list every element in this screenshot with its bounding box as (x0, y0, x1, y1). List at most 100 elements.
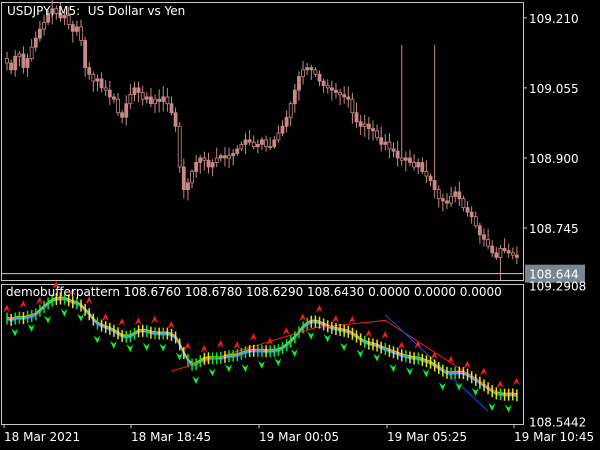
indicator-value-7: 0.0000 (459, 285, 502, 299)
price-candle (362, 114, 367, 137)
candle-body (17, 53, 22, 57)
price-candle (486, 228, 491, 250)
sell-arrow-icon (397, 341, 405, 350)
price-candle (5, 51, 9, 71)
buy-arrow-icon (323, 334, 331, 343)
candle-body (231, 153, 236, 157)
sell-arrow-icon (266, 337, 274, 346)
candle-body (210, 162, 215, 168)
sell-arrow-icon (134, 317, 142, 326)
price-candle (190, 169, 194, 189)
price-candle (124, 95, 129, 126)
buy-arrow-icon (60, 308, 68, 317)
buy-arrow-icon (290, 349, 298, 358)
candle-body (124, 103, 129, 118)
sell-arrow-icon (183, 342, 191, 351)
candle-body (416, 162, 421, 168)
candle-body (255, 143, 260, 148)
candle-body (403, 157, 408, 161)
candle-body (157, 98, 162, 102)
price-candle (132, 81, 137, 102)
price-candle (321, 78, 326, 94)
main-chart-title: USDJPY, M5: US Dollar vs Yen (7, 4, 185, 18)
buy-arrow-icon (356, 349, 364, 358)
candle-body (5, 58, 9, 64)
price-candle (358, 115, 363, 135)
candle-body (424, 171, 429, 177)
price-candle (247, 129, 252, 146)
candle-body (260, 139, 264, 145)
current-price-label: 108.644 (529, 268, 579, 282)
buy-arrow-icon (307, 331, 315, 340)
buy-arrow-icon (11, 328, 19, 337)
indicator-value-5: 0.0000 (368, 285, 411, 299)
buy-arrow-icon (77, 313, 85, 322)
price-candle (346, 86, 351, 108)
buy-arrow-icon (159, 343, 167, 352)
price-candle (144, 92, 149, 104)
sell-arrow-icon (348, 315, 356, 324)
candle-body (194, 162, 199, 172)
current-price-badge (525, 264, 585, 283)
candle-body (107, 89, 112, 98)
candle-body (190, 171, 194, 184)
price-candle (432, 44, 437, 198)
buy-arrow-icon (340, 342, 348, 351)
price-candle (338, 89, 342, 106)
price-candle (420, 157, 425, 174)
candle-body (173, 112, 178, 127)
sell-arrow-icon (3, 304, 10, 313)
price-candle (469, 206, 474, 224)
price-candle (465, 201, 470, 217)
price-candle (383, 133, 388, 151)
candle-body (391, 148, 396, 152)
indicator-title: demobufferpattern 108.6760 108.6780 108.… (6, 285, 502, 299)
price-candle (371, 120, 375, 141)
price-candle (255, 139, 260, 154)
sell-arrow-icon (118, 318, 126, 327)
price-candle (206, 152, 211, 174)
candle-body (408, 157, 412, 163)
price-candle (317, 70, 322, 87)
sell-arrow-icon (282, 327, 290, 336)
price-candle (116, 92, 120, 116)
candle-body (37, 28, 42, 39)
buy-arrow-icon (471, 387, 479, 396)
sell-arrow-icon (35, 296, 43, 305)
price-candle (161, 86, 166, 112)
candle-body (202, 157, 207, 161)
sell-arrow-icon (167, 320, 175, 329)
candle-body (132, 87, 137, 96)
candle-body (276, 132, 281, 141)
candle-body (136, 87, 141, 93)
price-candle (276, 125, 281, 143)
candle-body (284, 116, 289, 127)
buy-arrow-icon (93, 335, 101, 344)
price-candle (173, 107, 178, 132)
price-candle (83, 36, 88, 77)
price-candle (239, 141, 244, 152)
candle-body (264, 139, 268, 148)
price-candle (214, 147, 219, 168)
price-candle (25, 53, 30, 77)
candle-body (149, 96, 153, 105)
buy-arrow-icon (405, 367, 413, 376)
candle-body (449, 195, 453, 204)
price-candle (494, 247, 499, 260)
candle-body (297, 76, 301, 91)
price-candle (95, 74, 100, 92)
price-candle (424, 160, 429, 183)
price-candle (399, 44, 404, 166)
price-tick-label: 109.055 (529, 82, 579, 96)
price-candle (514, 246, 519, 265)
price-candle (99, 72, 104, 93)
candle-body (387, 141, 392, 150)
price-candle (403, 151, 408, 172)
candle-body (251, 141, 256, 148)
price-candle (502, 238, 507, 254)
price-candle (231, 149, 236, 166)
price-candle (243, 132, 248, 155)
candle-body (338, 92, 342, 96)
candle-body (120, 112, 125, 118)
